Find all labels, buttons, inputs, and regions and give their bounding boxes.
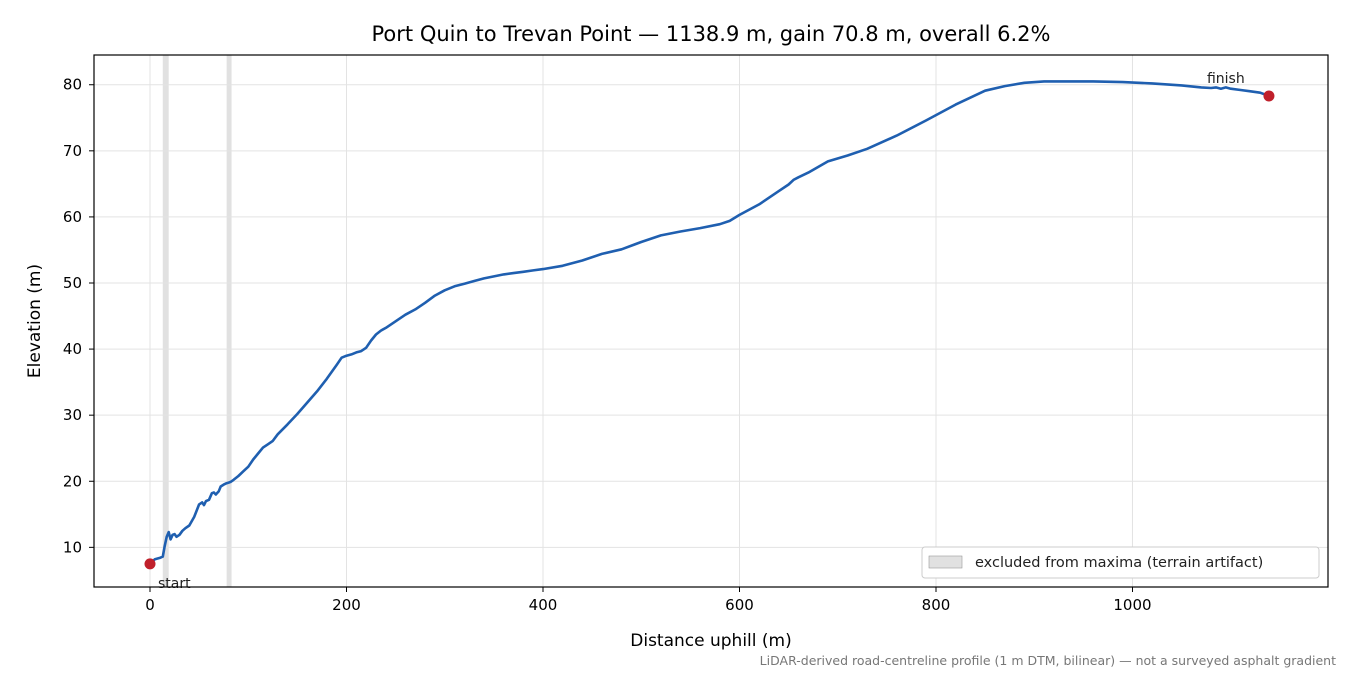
y-tick-label: 60 bbox=[63, 208, 82, 226]
chart-title: Port Quin to Trevan Point — 1138.9 m, ga… bbox=[372, 22, 1051, 46]
excluded-band bbox=[162, 55, 169, 587]
legend-swatch bbox=[928, 555, 963, 569]
x-axis: 0 200 400 600 800 1000 bbox=[145, 587, 1152, 614]
x-axis-title: Distance uphill (m) bbox=[630, 631, 791, 651]
y-tick-label: 30 bbox=[63, 406, 82, 424]
start-marker bbox=[144, 558, 156, 570]
gridlines bbox=[94, 55, 1328, 587]
y-tick-label: 50 bbox=[63, 274, 82, 292]
y-tick-label: 80 bbox=[63, 76, 82, 94]
finish-marker bbox=[1263, 90, 1275, 102]
y-tick-label: 70 bbox=[63, 142, 82, 160]
x-tick-label: 600 bbox=[725, 596, 754, 614]
y-axis-title: Elevation (m) bbox=[25, 264, 45, 378]
y-tick-label: 10 bbox=[63, 538, 82, 556]
start-label: start bbox=[158, 576, 191, 592]
footnote: LiDAR-derived road-centreline profile (1… bbox=[760, 653, 1336, 668]
excluded-bands bbox=[162, 55, 232, 587]
series-layer bbox=[148, 80, 1271, 566]
elevation-line bbox=[148, 80, 1271, 566]
legend-box bbox=[921, 546, 1320, 579]
y-tick-label: 20 bbox=[63, 472, 82, 490]
plot-frame bbox=[93, 54, 1329, 588]
y-axis: 10 20 30 40 50 60 70 80 bbox=[63, 76, 94, 556]
x-tick-label: 800 bbox=[922, 596, 951, 614]
y-tick-label: 40 bbox=[63, 340, 82, 358]
legend: excluded from maxima (terrain artifact) bbox=[921, 546, 1320, 579]
finish-label: finish bbox=[1207, 71, 1245, 87]
x-tick-label: 200 bbox=[332, 596, 361, 614]
x-tick-label: 0 bbox=[145, 596, 155, 614]
x-tick-label: 400 bbox=[529, 596, 558, 614]
excluded-band bbox=[226, 55, 232, 587]
legend-label: excluded from maxima (terrain artifact) bbox=[975, 555, 1263, 571]
x-tick-label: 1000 bbox=[1113, 596, 1151, 614]
marker-layer: start finish bbox=[144, 71, 1275, 592]
